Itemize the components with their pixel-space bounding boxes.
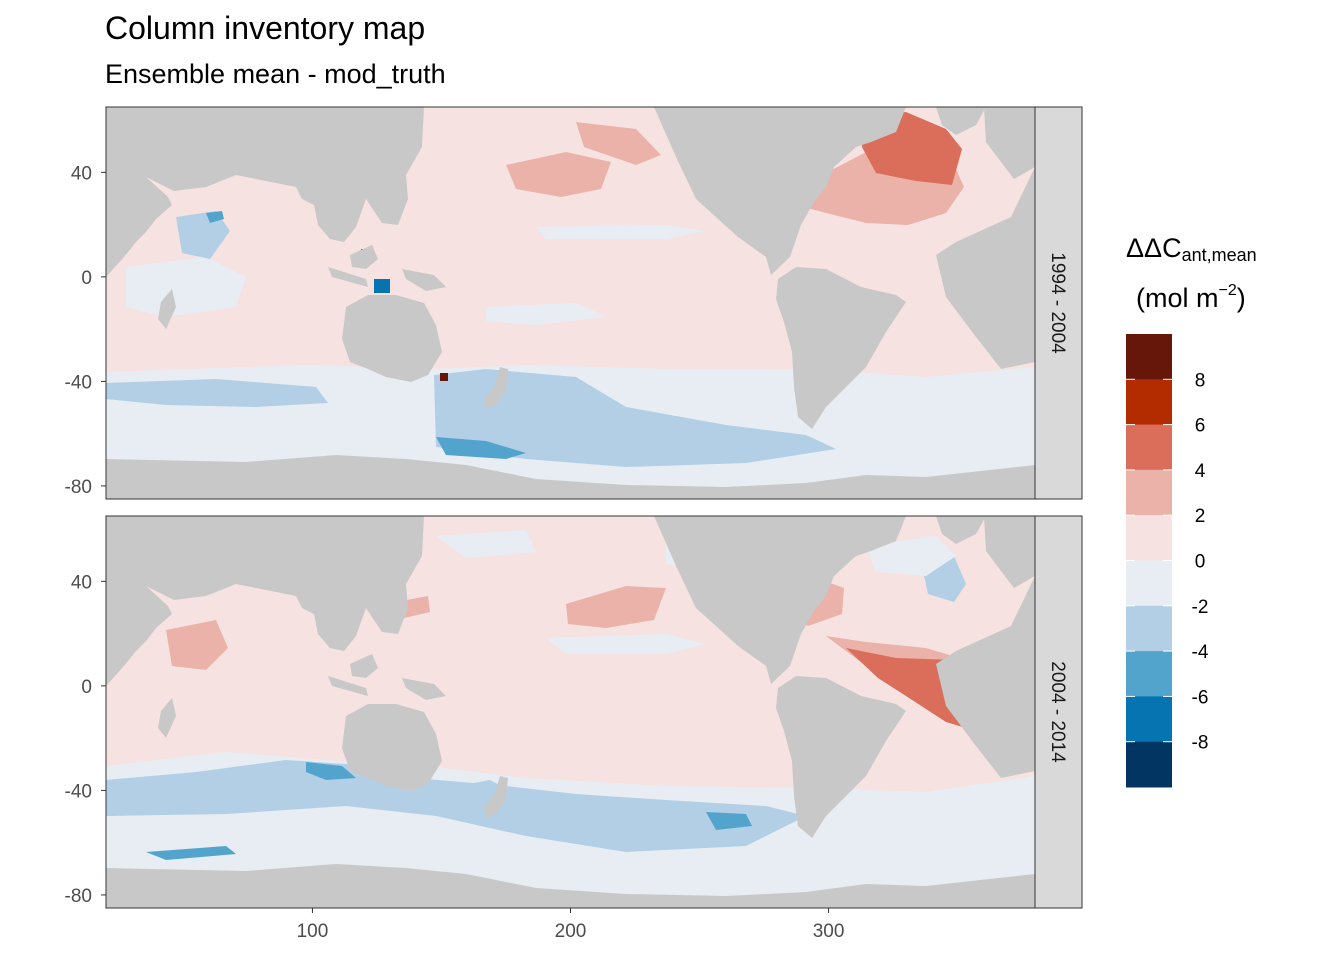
- north-pacific-light-1: [436, 530, 536, 558]
- panel-2-strip: [1034, 515, 1083, 909]
- y-tick-label: 40: [71, 572, 92, 593]
- chart-subtitle: Ensemble mean - mod_truth: [105, 59, 446, 89]
- southern-ocean-core-3: [146, 846, 236, 860]
- legend-label: 4: [1195, 461, 1206, 482]
- indonesia-dark-2: [374, 279, 390, 293]
- x-tick-label: 100: [297, 921, 329, 942]
- legend-labels: 8 6 4 2 0 -2 -4 -6 -8: [1192, 370, 1209, 753]
- legend-swatch: [1126, 334, 1172, 380]
- panel-1-strip: [1034, 106, 1083, 500]
- legend-label: -2: [1192, 597, 1209, 618]
- equatorial-streak: [546, 634, 706, 654]
- southern-ocean-ring: [552, 389, 612, 407]
- y-tick-label: 0: [81, 677, 92, 698]
- y-axis-panel-2: 40 0 -40 -80: [65, 572, 106, 907]
- legend-swatch: [1126, 741, 1172, 788]
- y-tick-label: 40: [71, 163, 92, 184]
- southern-ocean-core-2: [706, 812, 752, 830]
- tasman-red-spot: [440, 373, 448, 381]
- legend-swatch: [1126, 696, 1172, 743]
- chart-title: Column inventory map: [105, 10, 426, 46]
- north-atlantic-light: [866, 536, 956, 576]
- legend-title: ΔΔCant,mean: [1126, 233, 1257, 265]
- panel-1-strip-label: 1994 - 2004: [1047, 252, 1068, 354]
- north-pacific-salmon: [566, 586, 666, 628]
- x-tick-label: 200: [555, 921, 587, 942]
- legend-swatch: [1126, 469, 1172, 516]
- arabian-sea-red: [166, 620, 228, 670]
- map-panel-1994-2004: 1994 - 2004: [105, 106, 1083, 500]
- legend-colorbar: [1126, 334, 1172, 788]
- y-tick-label: 0: [81, 268, 92, 289]
- map-panel-2004-2014: 2004 - 2014: [105, 515, 1083, 909]
- southern-ocean-pacific-band: [434, 369, 836, 467]
- legend-swatch: [1126, 424, 1172, 471]
- equatorial-blue-streak: [536, 225, 706, 239]
- southern-ocean-west-band: [106, 379, 328, 407]
- north-pacific-salmon: [506, 152, 611, 197]
- south-pacific-light-streak: [486, 303, 606, 325]
- y-tick-label: -80: [65, 886, 92, 907]
- legend-label: 0: [1195, 552, 1206, 573]
- arabian-sea-blue: [176, 211, 230, 259]
- y-tick-label: -40: [65, 372, 92, 393]
- y-axis-panel-1: 40 0 -40 -80: [65, 163, 106, 498]
- north-pacific-northeast: [576, 122, 661, 165]
- panel-2-strip-label: 2004 - 2014: [1047, 661, 1068, 763]
- legend-label: -8: [1192, 733, 1209, 754]
- red-sea-blue: [206, 211, 224, 223]
- legend-label: 2: [1195, 506, 1206, 527]
- legend-swatch: [1126, 515, 1172, 561]
- x-tick-label: 300: [813, 921, 845, 942]
- legend-label: -4: [1192, 642, 1209, 663]
- legend-swatch: [1126, 379, 1172, 426]
- legend-swatch: [1126, 651, 1172, 697]
- legend-label: 8: [1195, 370, 1206, 391]
- x-axis: 100 200 300: [297, 908, 845, 942]
- southern-ocean-core-1: [306, 762, 356, 780]
- legend-units: (mol m−2): [1136, 282, 1246, 313]
- indian-ocean-light: [126, 257, 246, 317]
- legend-label: 6: [1195, 416, 1206, 437]
- y-tick-label: -80: [65, 477, 92, 498]
- legend-swatch: [1126, 560, 1172, 607]
- color-legend: ΔΔCant,mean (mol m−2) 8 6 4 2 0 -2 -4 -6 -8: [1126, 233, 1257, 788]
- y-tick-label: -40: [65, 781, 92, 802]
- southern-ocean-dark-core: [436, 437, 526, 459]
- legend-label: -6: [1192, 687, 1209, 708]
- legend-swatch: [1126, 605, 1172, 652]
